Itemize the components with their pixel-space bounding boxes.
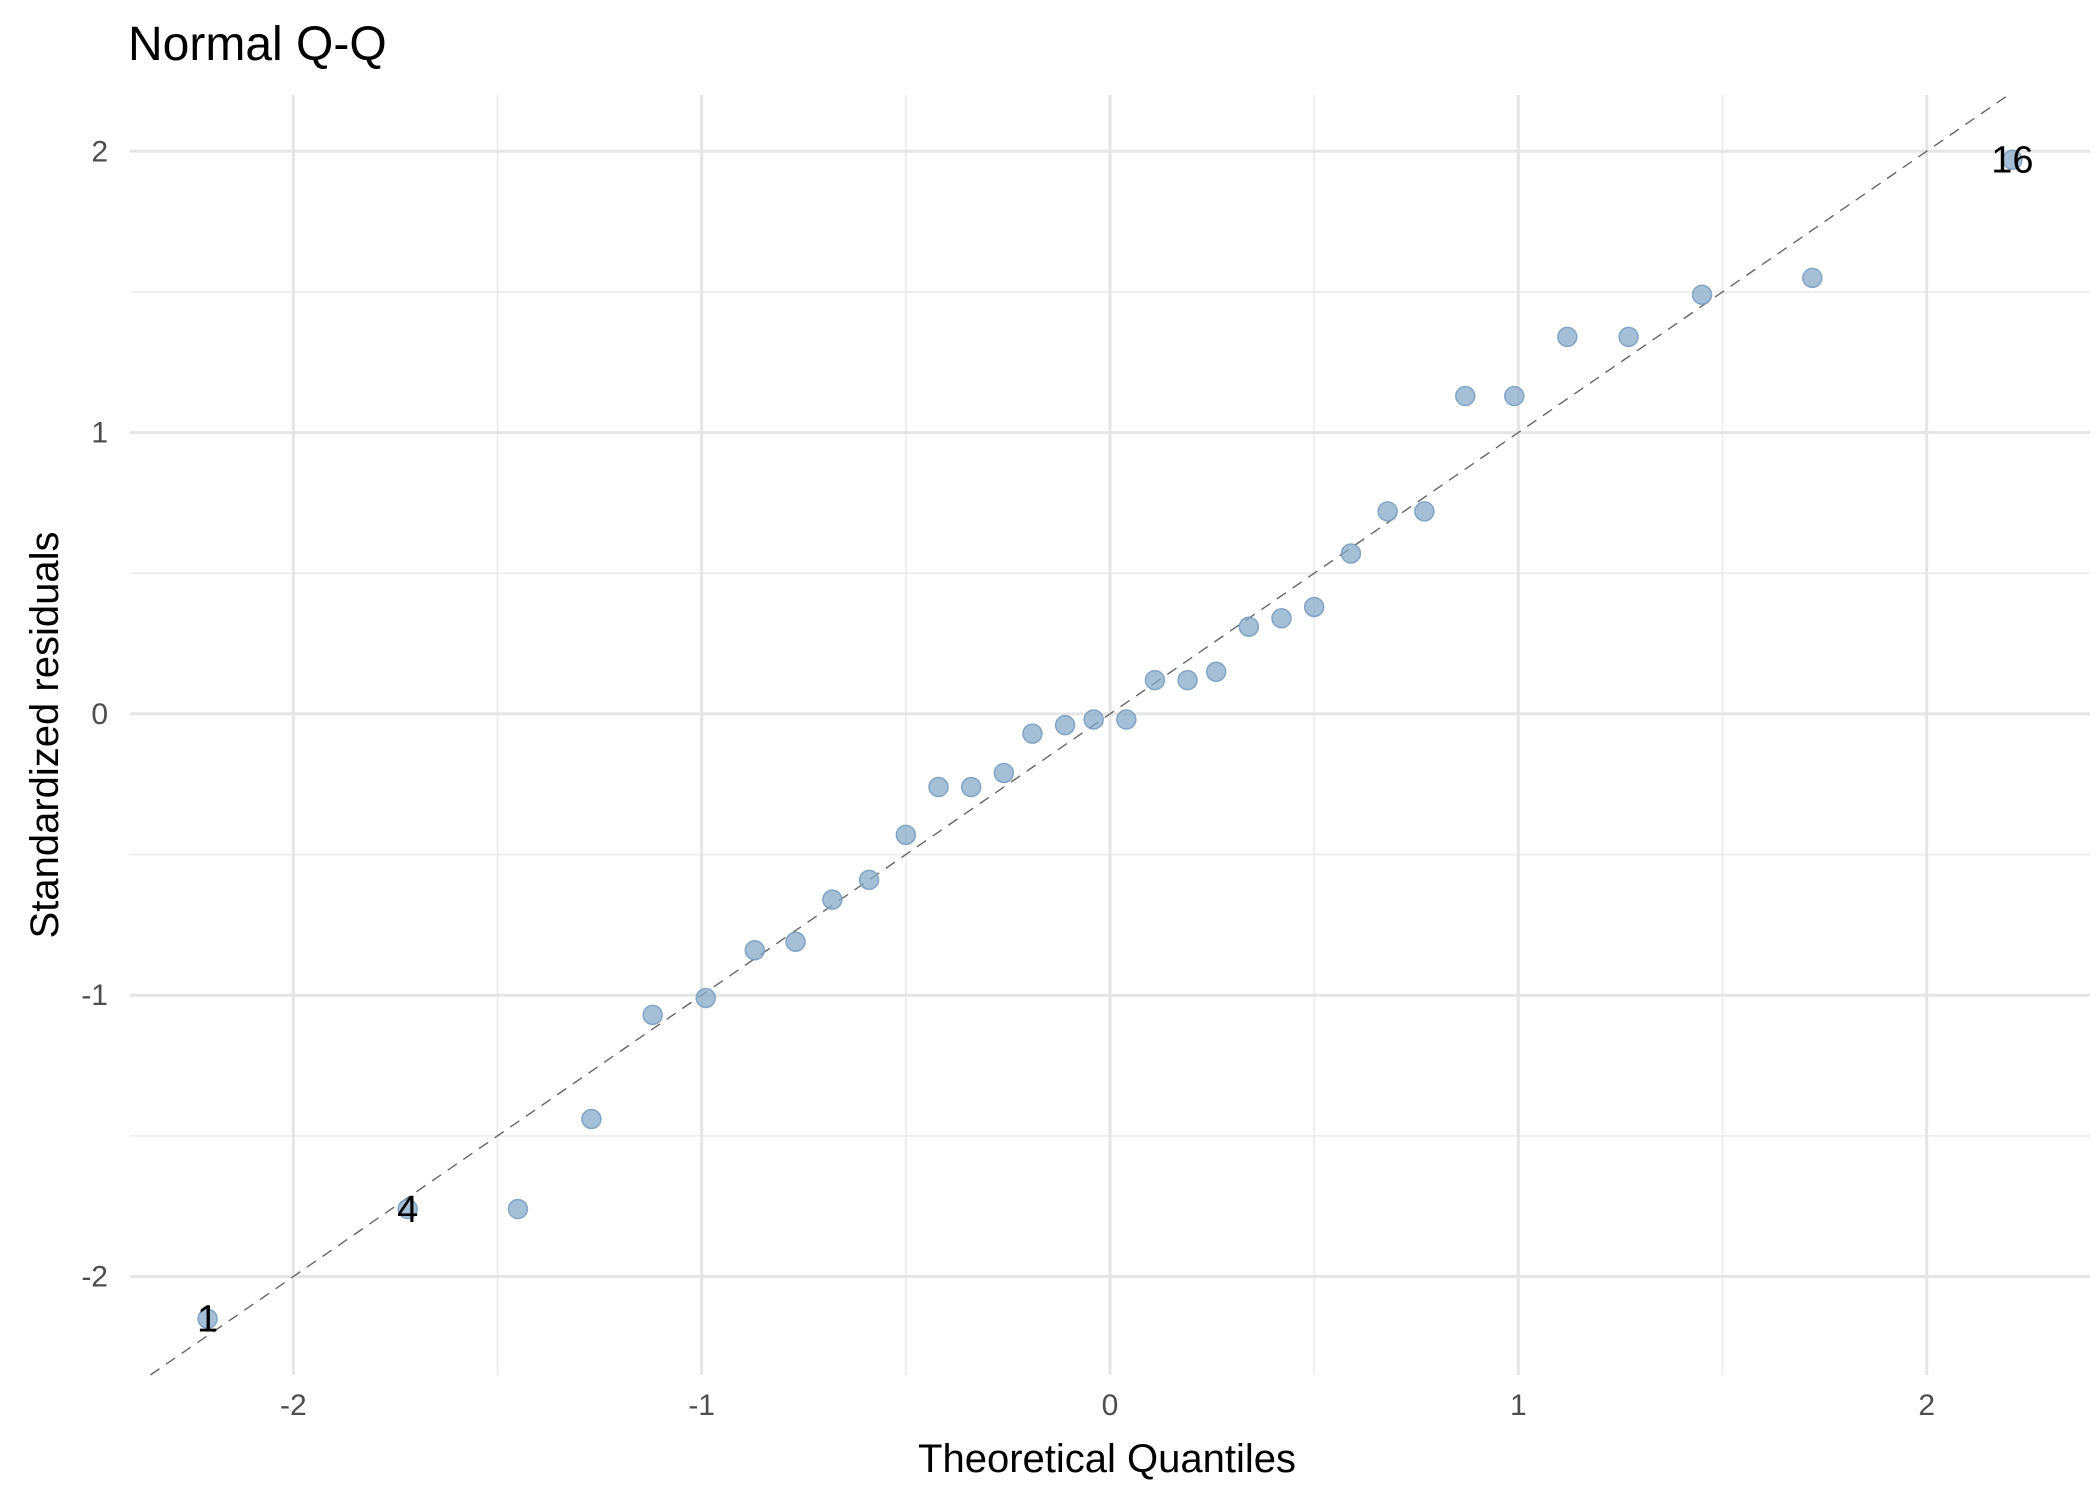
- point-label: 1: [197, 1299, 218, 1341]
- qq-point: [960, 776, 982, 798]
- qq-point: [1083, 709, 1104, 730]
- y-axis-title: Standardized residuals: [23, 532, 67, 939]
- x-axis-title: Theoretical Quantiles: [918, 1437, 1296, 1481]
- x-tick-label: -2: [280, 1389, 307, 1422]
- qq-point: [642, 1004, 663, 1026]
- qq-point: [785, 931, 806, 953]
- qq-point: [1054, 714, 1076, 736]
- qq-point: [1340, 543, 1362, 564]
- x-tick-label: -1: [688, 1389, 715, 1422]
- qq-point: [1802, 267, 1823, 289]
- y-tick-label: 2: [91, 135, 108, 168]
- y-tick-label: 0: [91, 698, 108, 731]
- qq-point: [993, 762, 1015, 784]
- qq-point: [581, 1108, 602, 1130]
- qq-point: [1238, 616, 1260, 637]
- qq-point: [858, 869, 880, 891]
- chart-title: Normal Q-Q: [128, 18, 387, 71]
- qq-point: [928, 776, 949, 798]
- qq-point: [1205, 661, 1227, 682]
- point-label: 4: [397, 1189, 418, 1231]
- x-tick-label: 0: [1102, 1389, 1119, 1422]
- qq-point: [397, 1198, 418, 1220]
- qq-point: [1557, 326, 1578, 348]
- x-tick-label: 2: [1918, 1389, 1935, 1422]
- qq-point: [1116, 709, 1137, 730]
- qq-point: [1618, 326, 1639, 348]
- point-label: 16: [1991, 140, 2033, 182]
- y-tick-labels: -2 -1 0 1 2: [81, 135, 108, 1293]
- qq-point: [1271, 608, 1292, 629]
- qq-point: [1177, 669, 1198, 691]
- qq-point: [507, 1198, 529, 1220]
- qq-point: [895, 824, 917, 846]
- points-layer: [197, 149, 2023, 1329]
- qq-reference-line: [150, 94, 2009, 1376]
- reference-line-layer: [150, 94, 2009, 1376]
- qq-point: [744, 939, 765, 961]
- qq-point: [695, 987, 716, 1009]
- qq-point: [1414, 501, 1435, 522]
- qq-point: [1377, 501, 1398, 522]
- qq-point: [822, 889, 843, 910]
- point-labels-layer: 1 4 16: [197, 140, 2034, 1341]
- qq-point: [1144, 669, 1166, 691]
- qq-point: [1455, 385, 1476, 407]
- y-tick-label: -2: [81, 1261, 108, 1294]
- qq-point: [1022, 723, 1043, 744]
- qq-point: [197, 1308, 218, 1329]
- qq-point: [1504, 385, 1525, 407]
- qq-point: [1303, 596, 1325, 618]
- y-tick-label: -1: [81, 979, 108, 1012]
- y-tick-label: 1: [91, 417, 108, 450]
- grid-layer: [130, 95, 2090, 1375]
- x-tick-label: 1: [1510, 1389, 1527, 1422]
- x-tick-labels: -2 -1 0 1 2: [280, 1389, 1935, 1422]
- qq-point: [1691, 284, 1713, 305]
- qq-point: [2002, 149, 2023, 170]
